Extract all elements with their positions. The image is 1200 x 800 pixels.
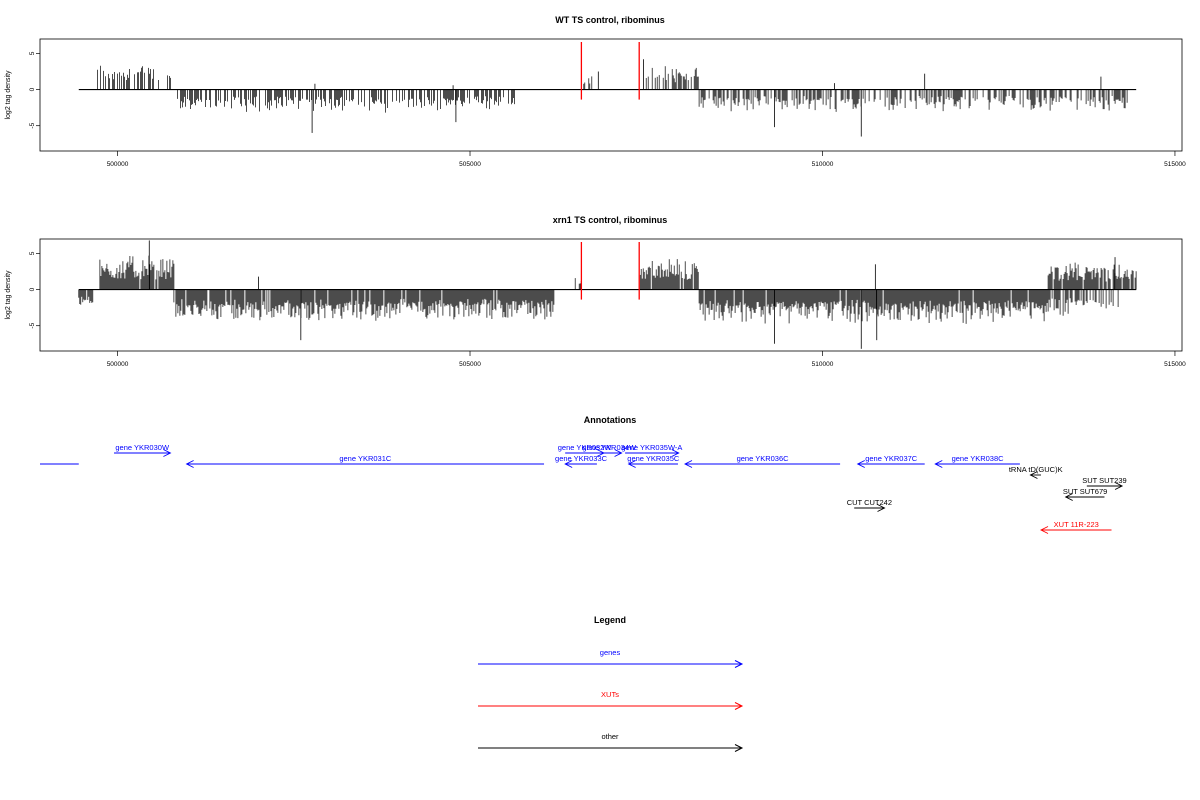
y-tick-label: 0 (29, 87, 36, 91)
feature-label: gene YKR033C (555, 454, 608, 463)
annotation-gene-ykr035c: gene YKR035C (627, 454, 680, 468)
annotations-track: Annotations gene YKR030W gene YKR031C gene… (40, 415, 1127, 534)
annotation-gene-ykr034w: gene YKR034W (582, 443, 637, 457)
arrowhead (877, 504, 886, 512)
arrowhead (1064, 493, 1073, 501)
feature-label: gene YKR035C (627, 454, 680, 463)
legend-entries: genes XUTs other (478, 648, 744, 752)
arrowhead (734, 660, 744, 668)
legend-label: XUTs (601, 690, 619, 699)
xrn1-ts-control-panel: xrn1 TS control, ribominus log2 tag dens… (5, 215, 1186, 368)
x-tick-label: 500000 (107, 361, 129, 368)
feature-label: gene YKR036C (737, 454, 790, 463)
panel-title: WT TS control, ribominus (555, 15, 665, 25)
panel-title: xrn1 TS control, ribominus (553, 215, 668, 225)
arrowhead (564, 460, 573, 468)
x-tick-label: 505000 (459, 161, 481, 168)
y-axis: 5 0 -5 (29, 251, 40, 329)
position-markers (580, 42, 640, 100)
feature-label: SUT SUT679 (1063, 487, 1107, 496)
legend-label: genes (600, 648, 621, 657)
x-tick-label: 510000 (812, 361, 834, 368)
arrowhead (671, 449, 680, 457)
feature-label: gene YKR038C (952, 454, 1005, 463)
plot-frame (39, 38, 1183, 152)
feature-label: gene YKR035W-A (621, 443, 682, 452)
arrowhead (614, 449, 623, 457)
position-markers (580, 242, 640, 300)
annotation-xut-11r-223: XUT 11R-223 (1040, 520, 1112, 534)
x-axis: 500000 505000 510000 515000 (107, 351, 1186, 368)
x-tick-label: 515000 (1164, 361, 1186, 368)
x-tick-label: 515000 (1164, 161, 1186, 168)
x-tick-label: 510000 (812, 161, 834, 168)
x-tick-label: 505000 (459, 361, 481, 368)
feature-label: XUT 11R-223 (1054, 520, 1099, 529)
arrowhead (734, 744, 744, 752)
feature-label: tRNA tD(GUC)K (1009, 465, 1063, 474)
y-tick-label: -5 (29, 322, 36, 328)
arrowhead (627, 460, 636, 468)
arrowhead (934, 460, 943, 468)
annotation-gene-ykr036c: gene YKR036C (684, 454, 841, 468)
annotation-gene-ykr030w: gene YKR030W (114, 443, 172, 457)
feature-label: gene YKR034W (582, 443, 637, 452)
annotation-sut-sut679: SUT SUT679 (1063, 487, 1107, 501)
tag-density-bars (78, 59, 1137, 137)
feature-label: gene YKR030W (115, 443, 170, 452)
annotation-gene-ykr031c: gene YKR031C (185, 454, 545, 468)
annotation-cut-cut242: CUT CUT242 (847, 498, 892, 512)
y-axis-label: log2 tag density (5, 70, 12, 120)
legend-entry-genes: genes (478, 648, 744, 668)
annotation-gene-ykr038c: gene YKR038C (934, 454, 1020, 468)
legend-title: Legend (594, 615, 626, 625)
legend-entry-xuts: XUTs (478, 690, 744, 710)
y-tick-label: 0 (29, 287, 36, 291)
legend: Legend genes XUTs other (478, 615, 744, 752)
y-tick-label: 5 (29, 251, 36, 255)
annotation-trna-td-guc-k: tRNA tD(GUC)K (1009, 465, 1063, 479)
y-tick-label: 5 (29, 51, 36, 55)
y-axis: 5 0 -5 (29, 51, 40, 129)
tag-density-bars (78, 240, 1137, 349)
arrowhead (1029, 471, 1038, 479)
arrowhead (684, 460, 693, 468)
arrowhead (163, 449, 172, 457)
legend-label: other (601, 732, 619, 741)
x-tick-label: 500000 (107, 161, 129, 168)
plot-frame (39, 238, 1183, 352)
y-axis-label: log2 tag density (5, 270, 12, 320)
annotation-gene-ykr033c: gene YKR033C (555, 454, 608, 468)
arrowhead (856, 460, 865, 468)
feature-label: gene YKR037C (865, 454, 918, 463)
feature-label: gene YKR031C (339, 454, 392, 463)
annotation-gene-ykr035w-a: gene YKR035W-A (621, 443, 682, 457)
feature-label: gene YKR032W (558, 443, 613, 452)
y-tick-label: -5 (29, 122, 36, 128)
x-axis: 500000 505000 510000 515000 (107, 151, 1186, 168)
feature-label: SUT SUT239 (1082, 476, 1126, 485)
legend-entry-other: other (478, 732, 744, 752)
annotation-gene-ykr037c: gene YKR037C (856, 454, 925, 468)
arrowhead (1114, 482, 1124, 490)
annotation-sut-sut239: SUT SUT239 (1082, 476, 1127, 490)
arrowhead (1040, 526, 1049, 534)
arrowhead (185, 460, 194, 468)
wt-ts-control-panel: WT TS control, ribominus log2 tag densit… (5, 15, 1186, 168)
arrowhead (734, 702, 744, 710)
annotations-title: Annotations (584, 415, 637, 425)
feature-label: CUT CUT242 (847, 498, 892, 507)
